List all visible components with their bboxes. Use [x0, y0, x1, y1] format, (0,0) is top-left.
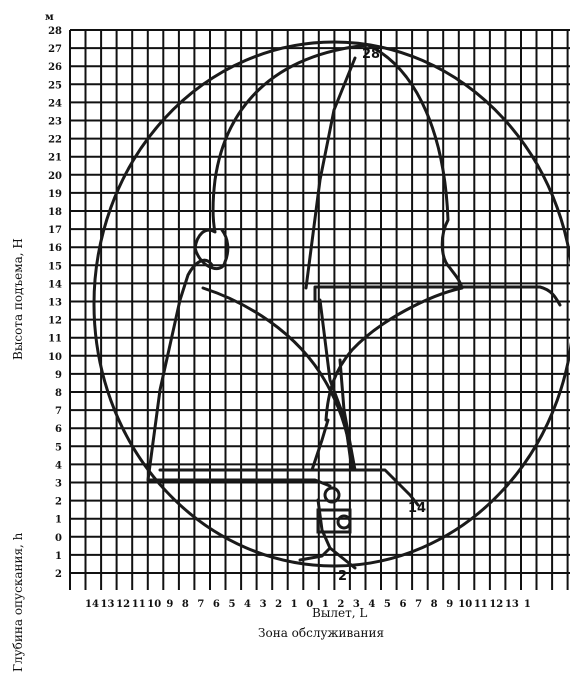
x-tick-label: 6	[213, 599, 220, 610]
right-arm-outline	[313, 285, 562, 307]
y-tick-label: 14	[48, 279, 62, 290]
y-tick-label: 15	[48, 261, 62, 272]
x-tick-label: 1	[322, 599, 329, 610]
x-tick-label: 13	[101, 599, 115, 610]
y-tick-label: 19	[48, 189, 62, 200]
y-tick-label: 18	[48, 207, 62, 218]
x-tick-label: 11	[132, 599, 146, 610]
x-tick-label: 5	[229, 599, 236, 610]
x-tick-label: 3	[260, 599, 267, 610]
y-tick-label: 21	[48, 153, 62, 164]
x-tick-label: 7	[415, 599, 422, 610]
x-tick-label: 8	[182, 599, 189, 610]
y-tick-label: 12	[48, 316, 62, 327]
y-tick-label: 26	[48, 62, 62, 73]
y-tick-label: 7	[55, 406, 62, 417]
y-tick-label: 1	[55, 551, 62, 562]
y-tick-label: 24	[48, 98, 62, 109]
lower-bucket-path	[158, 468, 420, 570]
x-tick-label: 14	[85, 599, 99, 610]
y-tick-label: 23	[48, 117, 62, 128]
y-tick-label: 2	[55, 497, 62, 508]
left-boom-outline	[146, 258, 332, 488]
marker-bottom: 2	[338, 569, 347, 584]
x-tick-label: 6	[400, 599, 407, 610]
y-tick-label: 13	[48, 298, 62, 309]
y-tick-label: 28	[48, 26, 62, 37]
y-tick-label: 6	[55, 424, 62, 435]
y-tick-label: 5	[55, 442, 62, 453]
x-tick-label: 13	[505, 599, 519, 610]
diagram-caption: Зона обслуживания	[258, 626, 384, 640]
x-tick-label: 12	[116, 599, 130, 610]
y-tick-label: 20	[48, 171, 62, 182]
y-tick-label: 8	[55, 388, 62, 399]
x-tick-label: 5	[384, 599, 391, 610]
grid	[69, 29, 570, 590]
x-tick-label: 9	[446, 599, 453, 610]
x-tick-label: 2	[275, 599, 282, 610]
x-tick-label: 3	[353, 599, 360, 610]
y-tick-label: 10	[48, 352, 62, 363]
y-axis-title: Высота подъема, H	[11, 238, 25, 360]
marker-top: 28	[362, 47, 380, 62]
x-tick-label: 11	[474, 599, 488, 610]
x-tick-label: 0	[306, 599, 313, 610]
x-tick-labels: 14 13 12 11 10 9 8 7 6 5 4 3 2 1 0 1 2 3 4 5 6 7 8 9 10 11 12 13 1	[85, 599, 531, 610]
y-tick-label: 17	[48, 225, 62, 236]
y-tick-label: 9	[55, 370, 62, 381]
y-tick-label: 2	[55, 569, 62, 580]
y-tick-label: 22	[48, 135, 62, 146]
marker-right: 14	[408, 501, 426, 516]
x-tick-label: 7	[197, 599, 204, 610]
right-lobe-boundary	[324, 43, 464, 422]
y-tick-label: 11	[48, 334, 62, 345]
y-tick-label: 3	[55, 479, 62, 490]
x-tick-label: 10	[147, 599, 161, 610]
x-axis-title: Вылет, L	[312, 606, 367, 620]
x-tick-label: 4	[244, 599, 251, 610]
central-mast-lines	[304, 56, 357, 472]
x-tick-label: 4	[368, 599, 375, 610]
y-tick-label: 1	[55, 515, 62, 526]
y-tick-label: 16	[48, 243, 62, 254]
y-tick-label: 25	[48, 80, 62, 91]
x-tick-label: 8	[431, 599, 438, 610]
x-tick-label: 1	[524, 599, 531, 610]
x-tick-label: 9	[166, 599, 173, 610]
base-cluster	[316, 486, 352, 534]
depth-axis-title: Глубина опускания, h	[11, 532, 25, 672]
x-tick-label: 2	[337, 599, 344, 610]
y-tick-labels: 2827262524232221201918171615141312111098…	[48, 26, 62, 580]
y-tick-label: 27	[48, 44, 62, 55]
y-tick-label: 4	[55, 460, 62, 471]
y-unit-label: м	[45, 12, 54, 23]
y-tick-label: 0	[55, 533, 62, 544]
outer-reach-boundary	[92, 40, 570, 568]
x-tick-label: 12	[489, 599, 503, 610]
x-tick-label: 10	[458, 599, 472, 610]
x-tick-label: 1	[291, 599, 298, 610]
